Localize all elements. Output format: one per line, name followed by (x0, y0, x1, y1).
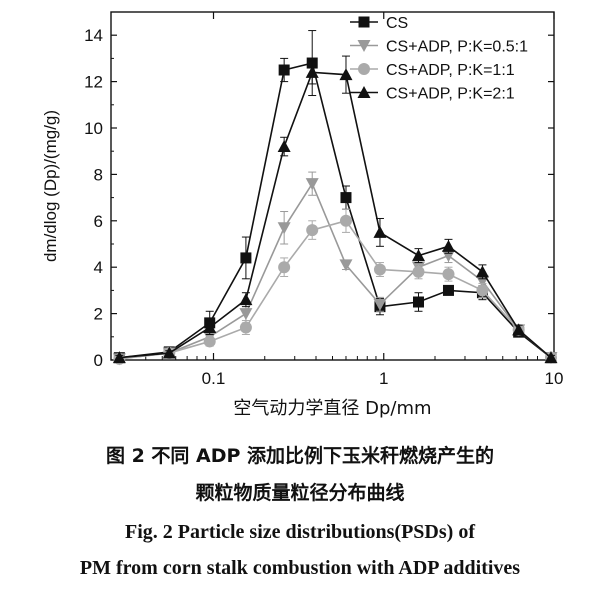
legend-marker (357, 40, 371, 52)
y-tick-label: 14 (84, 26, 103, 45)
y-tick-label: 6 (94, 212, 103, 231)
data-point (162, 346, 176, 359)
data-point (240, 252, 252, 264)
caption-en-line1: Fig. 2 Particle size distributions(PSDs)… (125, 521, 475, 543)
y-tick-label: 2 (94, 305, 103, 324)
data-point (112, 351, 126, 364)
series-3 (112, 55, 558, 364)
legend-marker (358, 63, 370, 75)
data-point (277, 222, 291, 235)
y-tick-label: 4 (94, 258, 103, 277)
legend-label: CS+ADP, P:K=2:1 (386, 86, 515, 103)
legend-marker (357, 86, 371, 98)
psd-chart: 0 2 4 6 8 10 12 14 0.1 1 10 空气动力学直径 Dp/mm dm/dlog (D… (41, 11, 564, 419)
series-2 (113, 208, 557, 365)
data-point (339, 214, 352, 227)
series-line (119, 71, 552, 359)
x-tick-label: 1 (379, 369, 388, 388)
data-point (373, 225, 387, 238)
y-axis-label: dm/dlog (Dp)/(mg/g) (41, 110, 60, 262)
legend-label: CS+ADP, P:K=0.5:1 (386, 39, 528, 56)
x-tick-label: 10 (545, 369, 564, 388)
legend-label: CS+ADP, P:K=1:1 (386, 62, 515, 79)
x-axis-label: 空气动力学直径 Dp/mm (233, 398, 431, 419)
caption-zh-line1: 图 2 不同 ADP 添加比例下玉米秆燃烧产生的 (105, 445, 495, 467)
data-point (442, 284, 454, 296)
caption-en-line2: PM from corn stalk combustion with ADP a… (79, 557, 521, 579)
data-point (278, 261, 291, 274)
data-point (413, 296, 425, 308)
data-point (305, 65, 319, 78)
data-point (278, 64, 290, 76)
data-point (239, 293, 253, 306)
data-point (339, 259, 353, 272)
data-point (512, 323, 526, 336)
data-point (373, 298, 387, 311)
y-tick-label: 10 (84, 119, 103, 138)
data-point (339, 68, 353, 81)
y-tick-label: 12 (84, 73, 103, 92)
data-point (441, 239, 455, 252)
data-point (277, 140, 291, 153)
data-point (239, 308, 253, 321)
data-point (203, 335, 216, 348)
series-0 (113, 30, 557, 364)
data-point (412, 265, 425, 278)
x-tick-label: 0.1 (202, 369, 226, 388)
data-point (442, 268, 455, 281)
y-tick-label: 8 (94, 165, 103, 184)
caption-zh-line2: 颗粒物质量粒径分布曲线 (195, 482, 405, 504)
data-point (373, 263, 386, 276)
legend: CS CS+ADP, P:K=0.5:1 CS+ADP, P:K=1:1 CS+ADP… (350, 15, 528, 103)
series-1 (112, 171, 558, 366)
legend-label: CS (386, 15, 408, 32)
data-point (306, 224, 319, 237)
series-line (119, 62, 552, 359)
data-point (340, 192, 352, 204)
data-point (203, 321, 217, 334)
data-point (305, 178, 319, 191)
series-line (119, 181, 552, 360)
data-point (544, 351, 558, 364)
y-tick-label: 0 (94, 351, 103, 370)
data-point (412, 249, 426, 262)
data-point (239, 321, 252, 334)
data-point (475, 265, 489, 278)
data-point (476, 284, 489, 297)
legend-marker (358, 16, 370, 28)
